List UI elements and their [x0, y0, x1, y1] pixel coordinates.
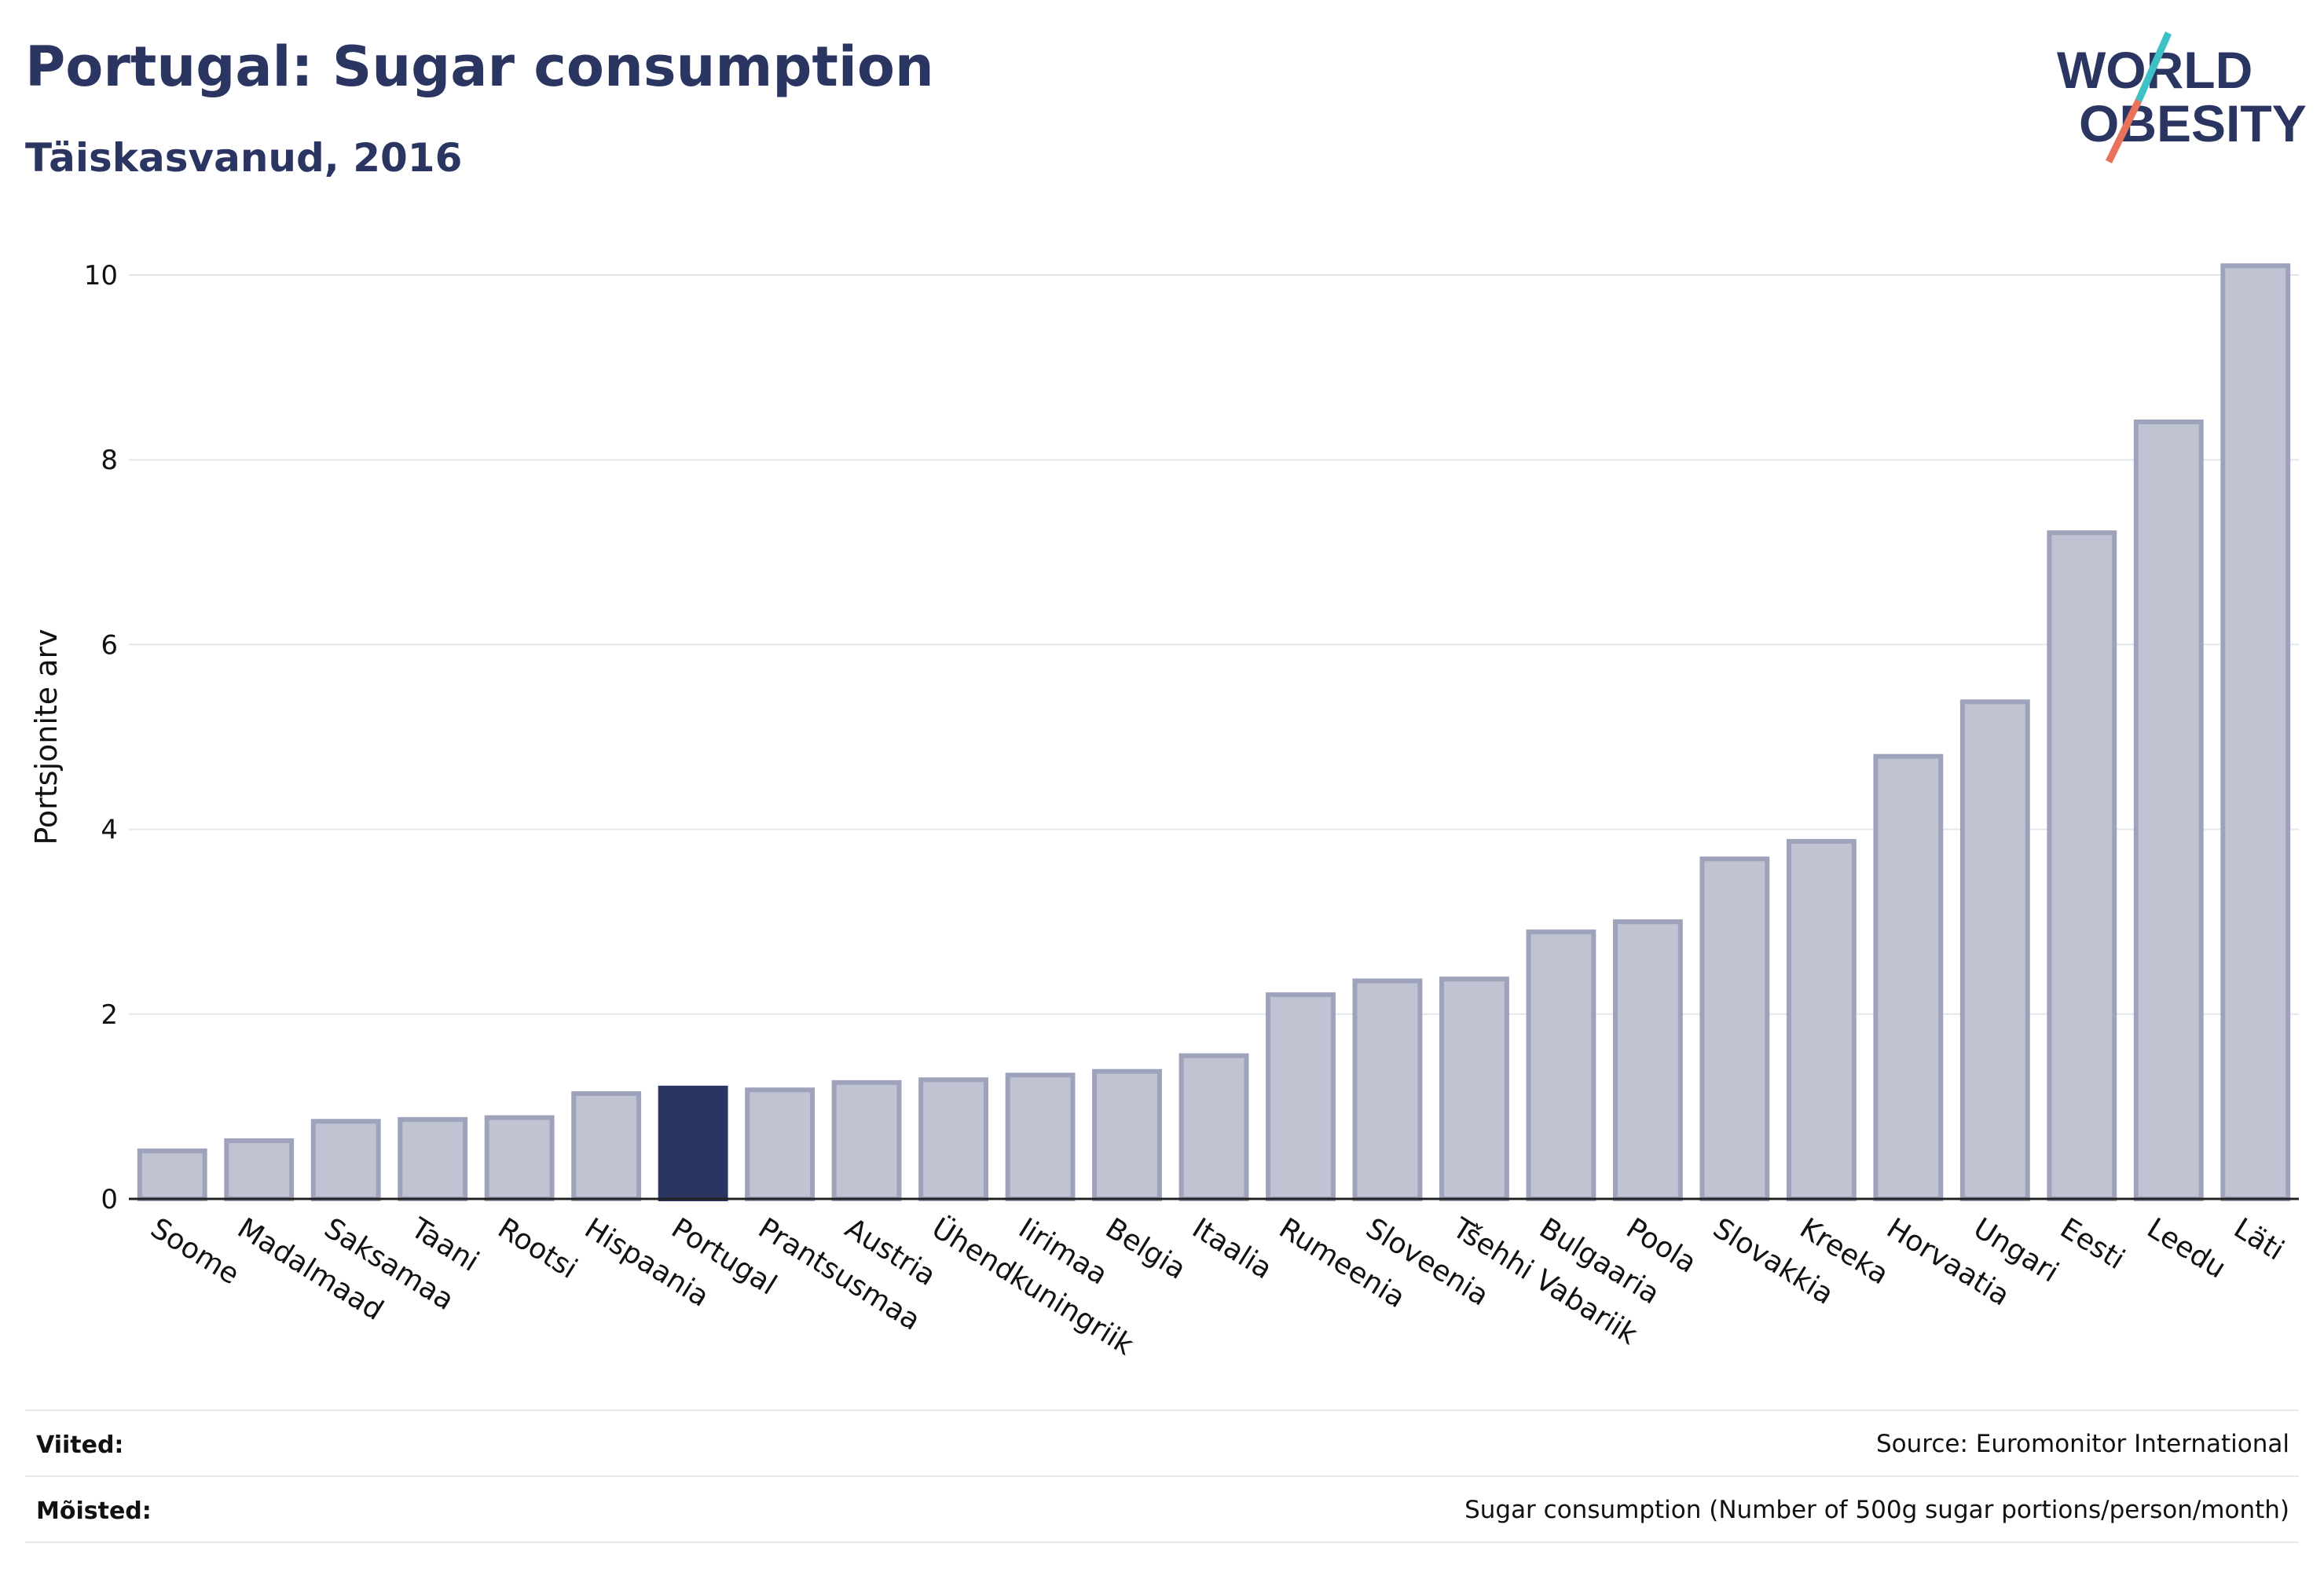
bar — [398, 1116, 468, 1202]
y-tick-label: 10 — [84, 260, 118, 291]
x-tick-label: Itaalia — [1186, 1212, 1277, 1286]
bar — [1266, 992, 1336, 1201]
bar — [831, 1079, 902, 1201]
bar — [137, 1148, 207, 1202]
bar — [2047, 530, 2117, 1201]
y-tick-label: 2 — [101, 999, 118, 1031]
footer-divider-bottom — [25, 1541, 2299, 1543]
definitions-value: Sugar consumption (Number of 500g sugar … — [1464, 1496, 2289, 1524]
bar — [2133, 419, 2204, 1201]
references-label: Viited: — [36, 1431, 124, 1459]
x-tick-label: Madalmaad — [232, 1212, 389, 1327]
x-tick-label: Belgia — [1100, 1212, 1192, 1286]
logo-slash-orange — [2105, 99, 2143, 163]
y-axis-label: Portsjonite arv — [29, 629, 64, 845]
bar — [1873, 753, 1944, 1201]
x-tick-label: Rootsi — [492, 1212, 582, 1285]
bar — [1005, 1072, 1076, 1202]
bar — [1439, 977, 1509, 1202]
bar — [1178, 1053, 1249, 1201]
y-tick-labels: 0 2 4 6 8 10 — [84, 260, 118, 1215]
bar — [1612, 919, 1683, 1201]
bar — [658, 1085, 728, 1201]
y-tick-label: 0 — [101, 1184, 118, 1215]
bar-layer — [137, 263, 2291, 1202]
bar — [2220, 263, 2291, 1201]
bar — [1526, 929, 1596, 1201]
definitions-label: Mõisted: — [36, 1497, 152, 1525]
bar — [1699, 856, 1770, 1202]
page-title: Portugal: Sugar consumption — [25, 35, 934, 99]
x-tick-label: Eesti — [2055, 1212, 2130, 1276]
footer-divider-middle — [25, 1475, 2299, 1477]
bar — [1959, 699, 2030, 1201]
x-tick-label: Soome — [145, 1212, 244, 1292]
y-tick-label: 6 — [101, 629, 118, 661]
bar — [484, 1115, 555, 1201]
page-subtitle: Täiskasvanud, 2016 — [25, 135, 463, 181]
bar — [224, 1138, 295, 1201]
x-tick-label: Leedu — [2142, 1212, 2231, 1285]
bar — [571, 1090, 642, 1202]
bar — [1352, 978, 1423, 1201]
footer-divider-top — [25, 1409, 2299, 1411]
y-tick-label: 4 — [101, 815, 118, 846]
y-tick-label: 8 — [101, 445, 118, 476]
x-tick-label: Läti — [2228, 1212, 2289, 1267]
bar — [1786, 838, 1857, 1201]
bar — [310, 1119, 381, 1201]
bar — [745, 1087, 816, 1202]
bar — [1092, 1068, 1162, 1202]
logo-slash-teal — [2135, 31, 2172, 102]
references-value: Source: Euromonitor International — [1875, 1430, 2289, 1458]
world-obesity-logo: WORLD OBESITY — [2057, 31, 2307, 163]
bar — [918, 1077, 988, 1202]
